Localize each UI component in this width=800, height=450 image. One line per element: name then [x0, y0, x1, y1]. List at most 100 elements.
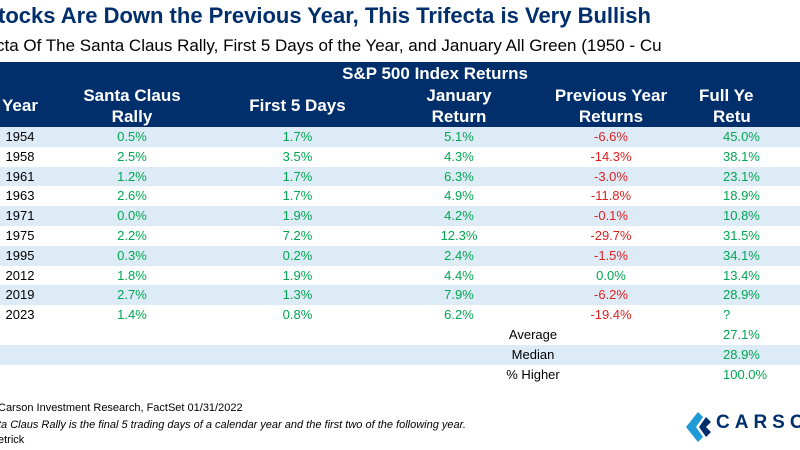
- cell-year: 2019: [0, 285, 50, 306]
- cell-january: 7.9%: [381, 285, 537, 306]
- cell-prev: 0.0%: [537, 265, 685, 286]
- cell-year: 1963: [0, 186, 50, 207]
- cell-full: 28.9%: [685, 285, 800, 306]
- cell-santa: 2.2%: [50, 225, 214, 246]
- cell-full: 13.4%: [685, 265, 800, 286]
- cell-first5: 1.3%: [214, 285, 381, 306]
- col-january: January Return: [381, 84, 537, 127]
- cell-first5: 7.2%: [214, 225, 381, 246]
- cell-full: 10.8%: [685, 206, 800, 226]
- cell-year: 1971: [0, 206, 50, 226]
- summary-row: % Higher 100.0%: [0, 364, 800, 385]
- summary-value: 100.0%: [685, 364, 800, 385]
- col-santa: Santa Claus Rally: [50, 84, 214, 127]
- cell-year: 1958: [0, 146, 50, 167]
- table-row: 1963 2.6% 1.7% 4.9% -11.8% 18.9%: [0, 186, 800, 207]
- cell-january: 6.3%: [381, 166, 537, 187]
- cell-santa: 1.2%: [50, 166, 214, 187]
- table-row: 2023 1.4% 0.8% 6.2% -19.4%?: [0, 305, 800, 325]
- cell-full: 45.0%: [685, 127, 800, 147]
- cell-year: 1975: [0, 225, 50, 246]
- group-header: S&P 500 Index Returns: [50, 62, 800, 84]
- cell-first5: 3.5%: [214, 146, 381, 167]
- cell-full: 34.1%: [685, 245, 800, 266]
- cell-prev: -11.8%: [537, 186, 685, 207]
- cell-january: 2.4%: [381, 245, 537, 266]
- cell-full: 38.1%: [685, 146, 800, 167]
- summary-row: Median 28.9%: [0, 344, 800, 365]
- cell-prev: -1.5%: [537, 245, 685, 266]
- cell-first5: 1.9%: [214, 265, 381, 286]
- cell-prev: -3.0%: [537, 166, 685, 187]
- summary-label: % Higher: [381, 364, 685, 385]
- cell-year: 2023: [0, 305, 50, 325]
- cell-first5: 0.2%: [214, 245, 381, 266]
- logo-text: CARSO: [716, 412, 800, 433]
- cell-january: 5.1%: [381, 127, 537, 147]
- cell-full: 18.9%: [685, 186, 800, 207]
- cell-first5: 0.8%: [214, 305, 381, 325]
- col-year: Year: [0, 84, 50, 127]
- table-body: 1954 0.5% 1.7% 5.1% -6.6% 45.0% 1958 2.5% 3.5% 4.…: [0, 127, 800, 385]
- footer-source: Carson Investment Research, FactSet 01/3…: [0, 402, 243, 414]
- cell-prev: -19.4%: [537, 305, 685, 325]
- footer-note: ta Claus Rally is the final 5 trading da…: [0, 419, 466, 431]
- summary-spacer: [0, 324, 50, 345]
- cell-january: 4.3%: [381, 146, 537, 167]
- cell-first5: 1.7%: [214, 166, 381, 187]
- cell-full: ?: [685, 305, 800, 325]
- table-row: 1958 2.5% 3.5% 4.3% -14.3% 38.1%: [0, 146, 800, 167]
- table-row: 1971 0.0% 1.9% 4.2% -0.1% 10.8%: [0, 206, 800, 226]
- cell-year: 1954: [0, 127, 50, 147]
- summary-spacer: [0, 344, 50, 365]
- col-first5: First 5 Days: [214, 84, 381, 127]
- cell-santa: 1.4%: [50, 305, 214, 325]
- col-full: Full Ye Retu: [685, 84, 800, 127]
- cell-first5: 1.9%: [214, 206, 381, 226]
- cell-prev: -0.1%: [537, 206, 685, 226]
- cell-santa: 2.6%: [50, 186, 214, 207]
- summary-value: 28.9%: [685, 344, 800, 365]
- summary-label: Average: [381, 324, 685, 345]
- cell-santa: 0.0%: [50, 206, 214, 226]
- summary-label: Median: [381, 344, 685, 365]
- table-row: 1961 1.2% 1.7% 6.3% -3.0% 23.1%: [0, 166, 800, 187]
- summary-value: 27.1%: [685, 324, 800, 345]
- cell-first5: 1.7%: [214, 127, 381, 147]
- cell-full: 23.1%: [685, 166, 800, 187]
- table-row: 1954 0.5% 1.7% 5.1% -6.6% 45.0%: [0, 127, 800, 147]
- summary-spacer: [50, 364, 214, 385]
- cell-santa: 1.8%: [50, 265, 214, 286]
- cell-first5: 1.7%: [214, 186, 381, 207]
- cell-prev: -29.7%: [537, 225, 685, 246]
- cell-santa: 2.5%: [50, 146, 214, 167]
- cell-january: 4.4%: [381, 265, 537, 286]
- cell-prev: -14.3%: [537, 146, 685, 167]
- cell-january: 6.2%: [381, 305, 537, 325]
- cell-year: 1961: [0, 166, 50, 187]
- carson-logo-icon: [686, 412, 711, 442]
- cell-january: 4.2%: [381, 206, 537, 226]
- summary-spacer: [0, 364, 50, 385]
- cell-prev: -6.6%: [537, 127, 685, 147]
- chart-subtitle: cta Of The Santa Claus Rally, First 5 Da…: [0, 36, 662, 55]
- chart-title: tocks Are Down the Previous Year, This T…: [0, 3, 651, 28]
- header-spacer: [0, 62, 50, 84]
- cell-year: 1995: [0, 245, 50, 266]
- summary-row: Average 27.1%: [0, 324, 800, 345]
- cell-santa: 0.3%: [50, 245, 214, 266]
- cell-santa: 0.5%: [50, 127, 214, 147]
- cell-year: 2012: [0, 265, 50, 286]
- summary-spacer: [214, 344, 381, 365]
- table-row: 1975 2.2% 7.2% 12.3% -29.7% 31.5%: [0, 225, 800, 246]
- footer-author: etrick: [0, 434, 25, 446]
- summary-spacer: [214, 324, 381, 345]
- table-row: 2012 1.8% 1.9% 4.4% 0.0% 13.4%: [0, 265, 800, 286]
- summary-spacer: [214, 364, 381, 385]
- returns-table: S&P 500 Index Returns Year Santa Claus Ra…: [0, 62, 800, 385]
- table-row: 1995 0.3% 0.2% 2.4% -1.5% 34.1%: [0, 245, 800, 266]
- cell-january: 4.9%: [381, 186, 537, 207]
- cell-full: 31.5%: [685, 225, 800, 246]
- summary-spacer: [50, 324, 214, 345]
- table-row: 2019 2.7% 1.3% 7.9% -6.2% 28.9%: [0, 285, 800, 306]
